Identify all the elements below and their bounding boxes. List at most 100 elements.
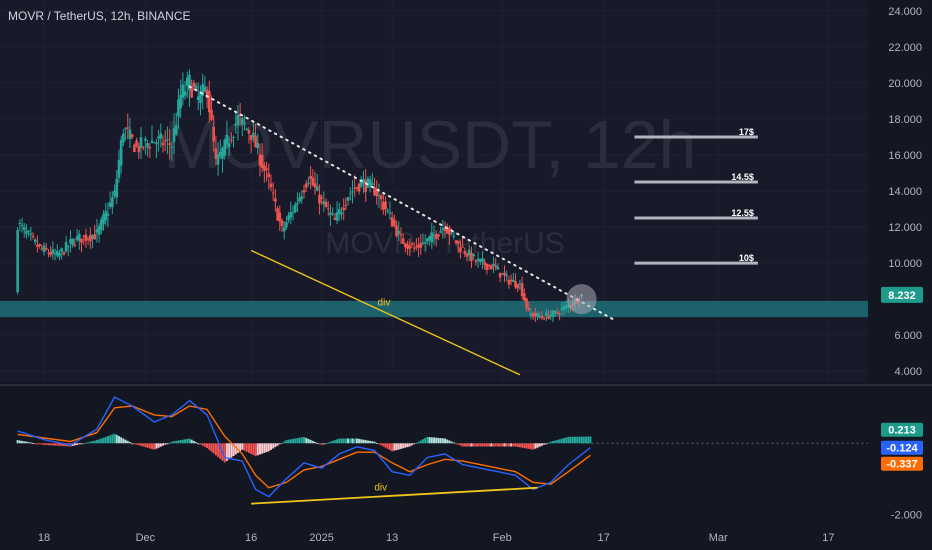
histogram-bar: [93, 440, 96, 444]
histogram-bar: [562, 438, 565, 444]
candle-body: [384, 201, 387, 210]
candle-body: [463, 251, 467, 255]
price-divergence-line: [250, 249, 521, 376]
candle-body: [27, 230, 30, 232]
candle-body: [55, 250, 59, 256]
histogram-bar: [307, 438, 310, 444]
candle-body: [58, 252, 61, 257]
histogram-bar: [175, 440, 178, 444]
candle-body: [265, 168, 268, 170]
histogram-bar: [109, 435, 112, 444]
histogram-bar: [393, 443, 396, 451]
candle-body: [346, 197, 350, 201]
candle-body: [119, 140, 123, 166]
histogram-bar: [162, 443, 165, 446]
candle-body: [170, 146, 174, 148]
histogram-bar: [388, 443, 391, 451]
candle-body: [386, 210, 390, 212]
candle-body: [130, 134, 134, 138]
histogram-bar: [261, 443, 264, 454]
candle-body: [205, 89, 209, 98]
histogram-bar: [177, 440, 180, 444]
candle-body: [379, 195, 383, 200]
candle-body: [236, 115, 240, 125]
candle-body: [188, 74, 191, 91]
histogram-bar: [230, 443, 233, 458]
histogram-bar: [206, 443, 209, 449]
histogram-bar: [170, 441, 173, 444]
candle-body: [514, 281, 517, 288]
histogram-bar: [228, 443, 231, 460]
candle-body: [210, 109, 213, 121]
candle-body: [333, 217, 337, 220]
histogram-bar: [29, 442, 32, 444]
histogram-bar: [23, 441, 26, 444]
candle-body: [243, 123, 246, 125]
histogram-bar: [124, 439, 127, 444]
histogram-bar: [369, 440, 372, 444]
histogram-bar: [551, 441, 554, 444]
histogram-bar: [47, 443, 50, 446]
histogram-bar: [437, 437, 440, 444]
candle-body: [441, 228, 445, 230]
histogram-bar: [576, 436, 579, 444]
candle-body: [329, 212, 332, 215]
histogram-bar: [492, 443, 495, 447]
time-tick-label: 16: [245, 532, 257, 544]
candle-body: [276, 208, 279, 221]
histogram-bar: [71, 443, 74, 446]
histogram-bar: [292, 438, 295, 444]
histogram-bar: [545, 443, 548, 445]
histogram-bar: [347, 438, 350, 444]
histogram-bar: [402, 443, 405, 449]
histogram-bar: [474, 443, 477, 447]
candle-body: [410, 243, 414, 246]
histogram-bar: [256, 443, 259, 456]
candle-body: [315, 186, 319, 191]
candle-body: [179, 94, 182, 109]
histogram-bar: [305, 437, 308, 444]
histogram-bar: [518, 443, 521, 448]
candle-body: [536, 313, 539, 318]
histogram-bar: [100, 438, 103, 444]
candle-body: [520, 283, 524, 297]
histogram-bar: [243, 443, 246, 451]
candle-body: [108, 202, 112, 207]
candle-body: [434, 234, 438, 240]
histogram-bar: [214, 443, 217, 456]
histogram-bar: [287, 439, 290, 444]
time-tick-label: 17: [822, 532, 834, 544]
candle-body: [417, 244, 420, 248]
histogram-bar: [399, 443, 402, 449]
histogram-bar: [439, 438, 442, 444]
histogram-bar: [95, 440, 98, 444]
histogram-bar: [444, 438, 447, 444]
macd-histogram: [16, 433, 592, 463]
histogram-bar: [294, 438, 297, 444]
histogram-bar: [208, 443, 211, 450]
candle-body: [500, 273, 504, 275]
candle-body: [89, 234, 92, 242]
histogram-bar: [303, 436, 306, 444]
target-label: 17$: [739, 127, 754, 137]
candle-body: [470, 252, 473, 262]
histogram-bar: [283, 441, 286, 444]
price-tick-label: 18.000: [888, 114, 922, 126]
candle-body: [485, 263, 489, 270]
price-tick-label: 24.000: [888, 6, 922, 18]
candle-body: [452, 235, 456, 237]
histogram-bar: [25, 441, 28, 444]
candle-body: [505, 274, 509, 277]
candle-body: [230, 139, 233, 141]
price-tick-label: 12.000: [888, 222, 922, 234]
histogram-bar: [236, 443, 239, 453]
histogram-bar: [351, 438, 354, 444]
candle-body: [498, 272, 502, 278]
time-tick-label: 18: [38, 532, 50, 544]
candle-body: [476, 258, 480, 261]
candle-body: [152, 142, 156, 144]
histogram-bar: [241, 443, 244, 450]
histogram-bar: [104, 436, 107, 444]
price-tick-label: 14.000: [888, 186, 922, 198]
histogram-bar: [54, 443, 57, 446]
